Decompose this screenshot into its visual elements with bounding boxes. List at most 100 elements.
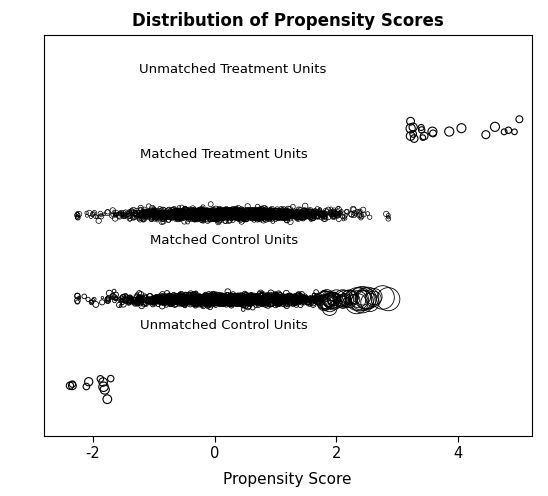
Point <box>208 296 216 304</box>
Point <box>205 295 214 303</box>
Point <box>225 209 234 217</box>
Point <box>230 295 239 303</box>
Point <box>261 295 270 303</box>
Point <box>235 215 243 223</box>
Point <box>278 209 287 217</box>
Point <box>178 301 187 309</box>
Point <box>255 213 264 221</box>
Point <box>232 206 241 214</box>
Point <box>213 207 221 215</box>
Point <box>409 130 418 138</box>
Point <box>175 296 184 304</box>
Point <box>200 212 209 220</box>
Point <box>179 208 187 216</box>
Point <box>193 295 202 303</box>
Point <box>205 209 214 217</box>
Point <box>217 205 226 213</box>
Point <box>213 293 222 301</box>
Point <box>242 212 250 220</box>
Point <box>230 208 238 216</box>
Point <box>253 292 261 300</box>
Point <box>225 210 233 218</box>
Point <box>73 292 82 300</box>
Point <box>239 301 248 309</box>
Point <box>108 212 117 220</box>
Point <box>246 293 254 301</box>
Point <box>217 212 226 220</box>
Point <box>204 296 213 304</box>
Point <box>288 294 297 302</box>
Point <box>238 214 247 222</box>
Point <box>199 302 208 310</box>
Point <box>264 298 273 306</box>
Point <box>242 209 250 217</box>
Point <box>261 210 270 218</box>
Point <box>159 210 168 218</box>
Point <box>187 209 196 217</box>
Point <box>264 216 272 224</box>
Point <box>302 296 311 304</box>
Point <box>207 214 215 222</box>
Point <box>201 295 210 303</box>
Point <box>214 300 223 308</box>
Point <box>175 297 184 305</box>
Point <box>192 212 201 220</box>
Point <box>207 294 215 302</box>
Point <box>278 295 287 303</box>
Point <box>170 209 179 217</box>
Point <box>174 296 183 304</box>
Point <box>256 296 265 304</box>
Point <box>267 212 276 220</box>
Point <box>317 297 326 305</box>
Point <box>293 294 302 302</box>
Point <box>237 207 246 215</box>
Point <box>244 297 253 305</box>
Point <box>293 297 301 305</box>
Point <box>181 297 190 305</box>
Point <box>229 300 238 308</box>
Point <box>222 295 231 303</box>
Point <box>233 211 242 219</box>
Point <box>235 213 244 221</box>
Point <box>263 294 272 302</box>
Point <box>214 217 223 225</box>
Point <box>254 297 263 305</box>
Point <box>242 207 250 215</box>
Point <box>317 210 326 218</box>
Point <box>249 296 258 304</box>
Point <box>199 300 208 308</box>
Point <box>167 209 175 217</box>
Point <box>268 296 277 304</box>
Point <box>209 212 218 220</box>
Point <box>211 210 220 218</box>
Point <box>199 215 208 223</box>
Point <box>215 300 224 308</box>
Point <box>118 293 127 301</box>
Point <box>234 209 243 217</box>
Point <box>266 209 275 217</box>
Point <box>90 295 99 303</box>
Point <box>281 298 289 306</box>
Point <box>263 294 272 302</box>
Point <box>139 215 147 223</box>
Point <box>161 300 169 308</box>
Point <box>182 298 191 306</box>
Point <box>313 205 322 213</box>
Point <box>201 299 209 307</box>
Point <box>166 294 175 302</box>
Point <box>212 209 220 217</box>
Point <box>173 211 182 219</box>
Point <box>258 297 266 305</box>
Point <box>178 209 187 217</box>
Point <box>194 212 203 220</box>
Point <box>176 293 185 301</box>
Point <box>165 208 174 216</box>
Point <box>128 296 137 304</box>
Point <box>217 212 226 220</box>
Point <box>296 294 305 302</box>
Point <box>236 295 244 303</box>
Point <box>218 296 227 304</box>
Point <box>230 214 239 222</box>
Point <box>228 295 237 303</box>
Point <box>265 212 273 220</box>
